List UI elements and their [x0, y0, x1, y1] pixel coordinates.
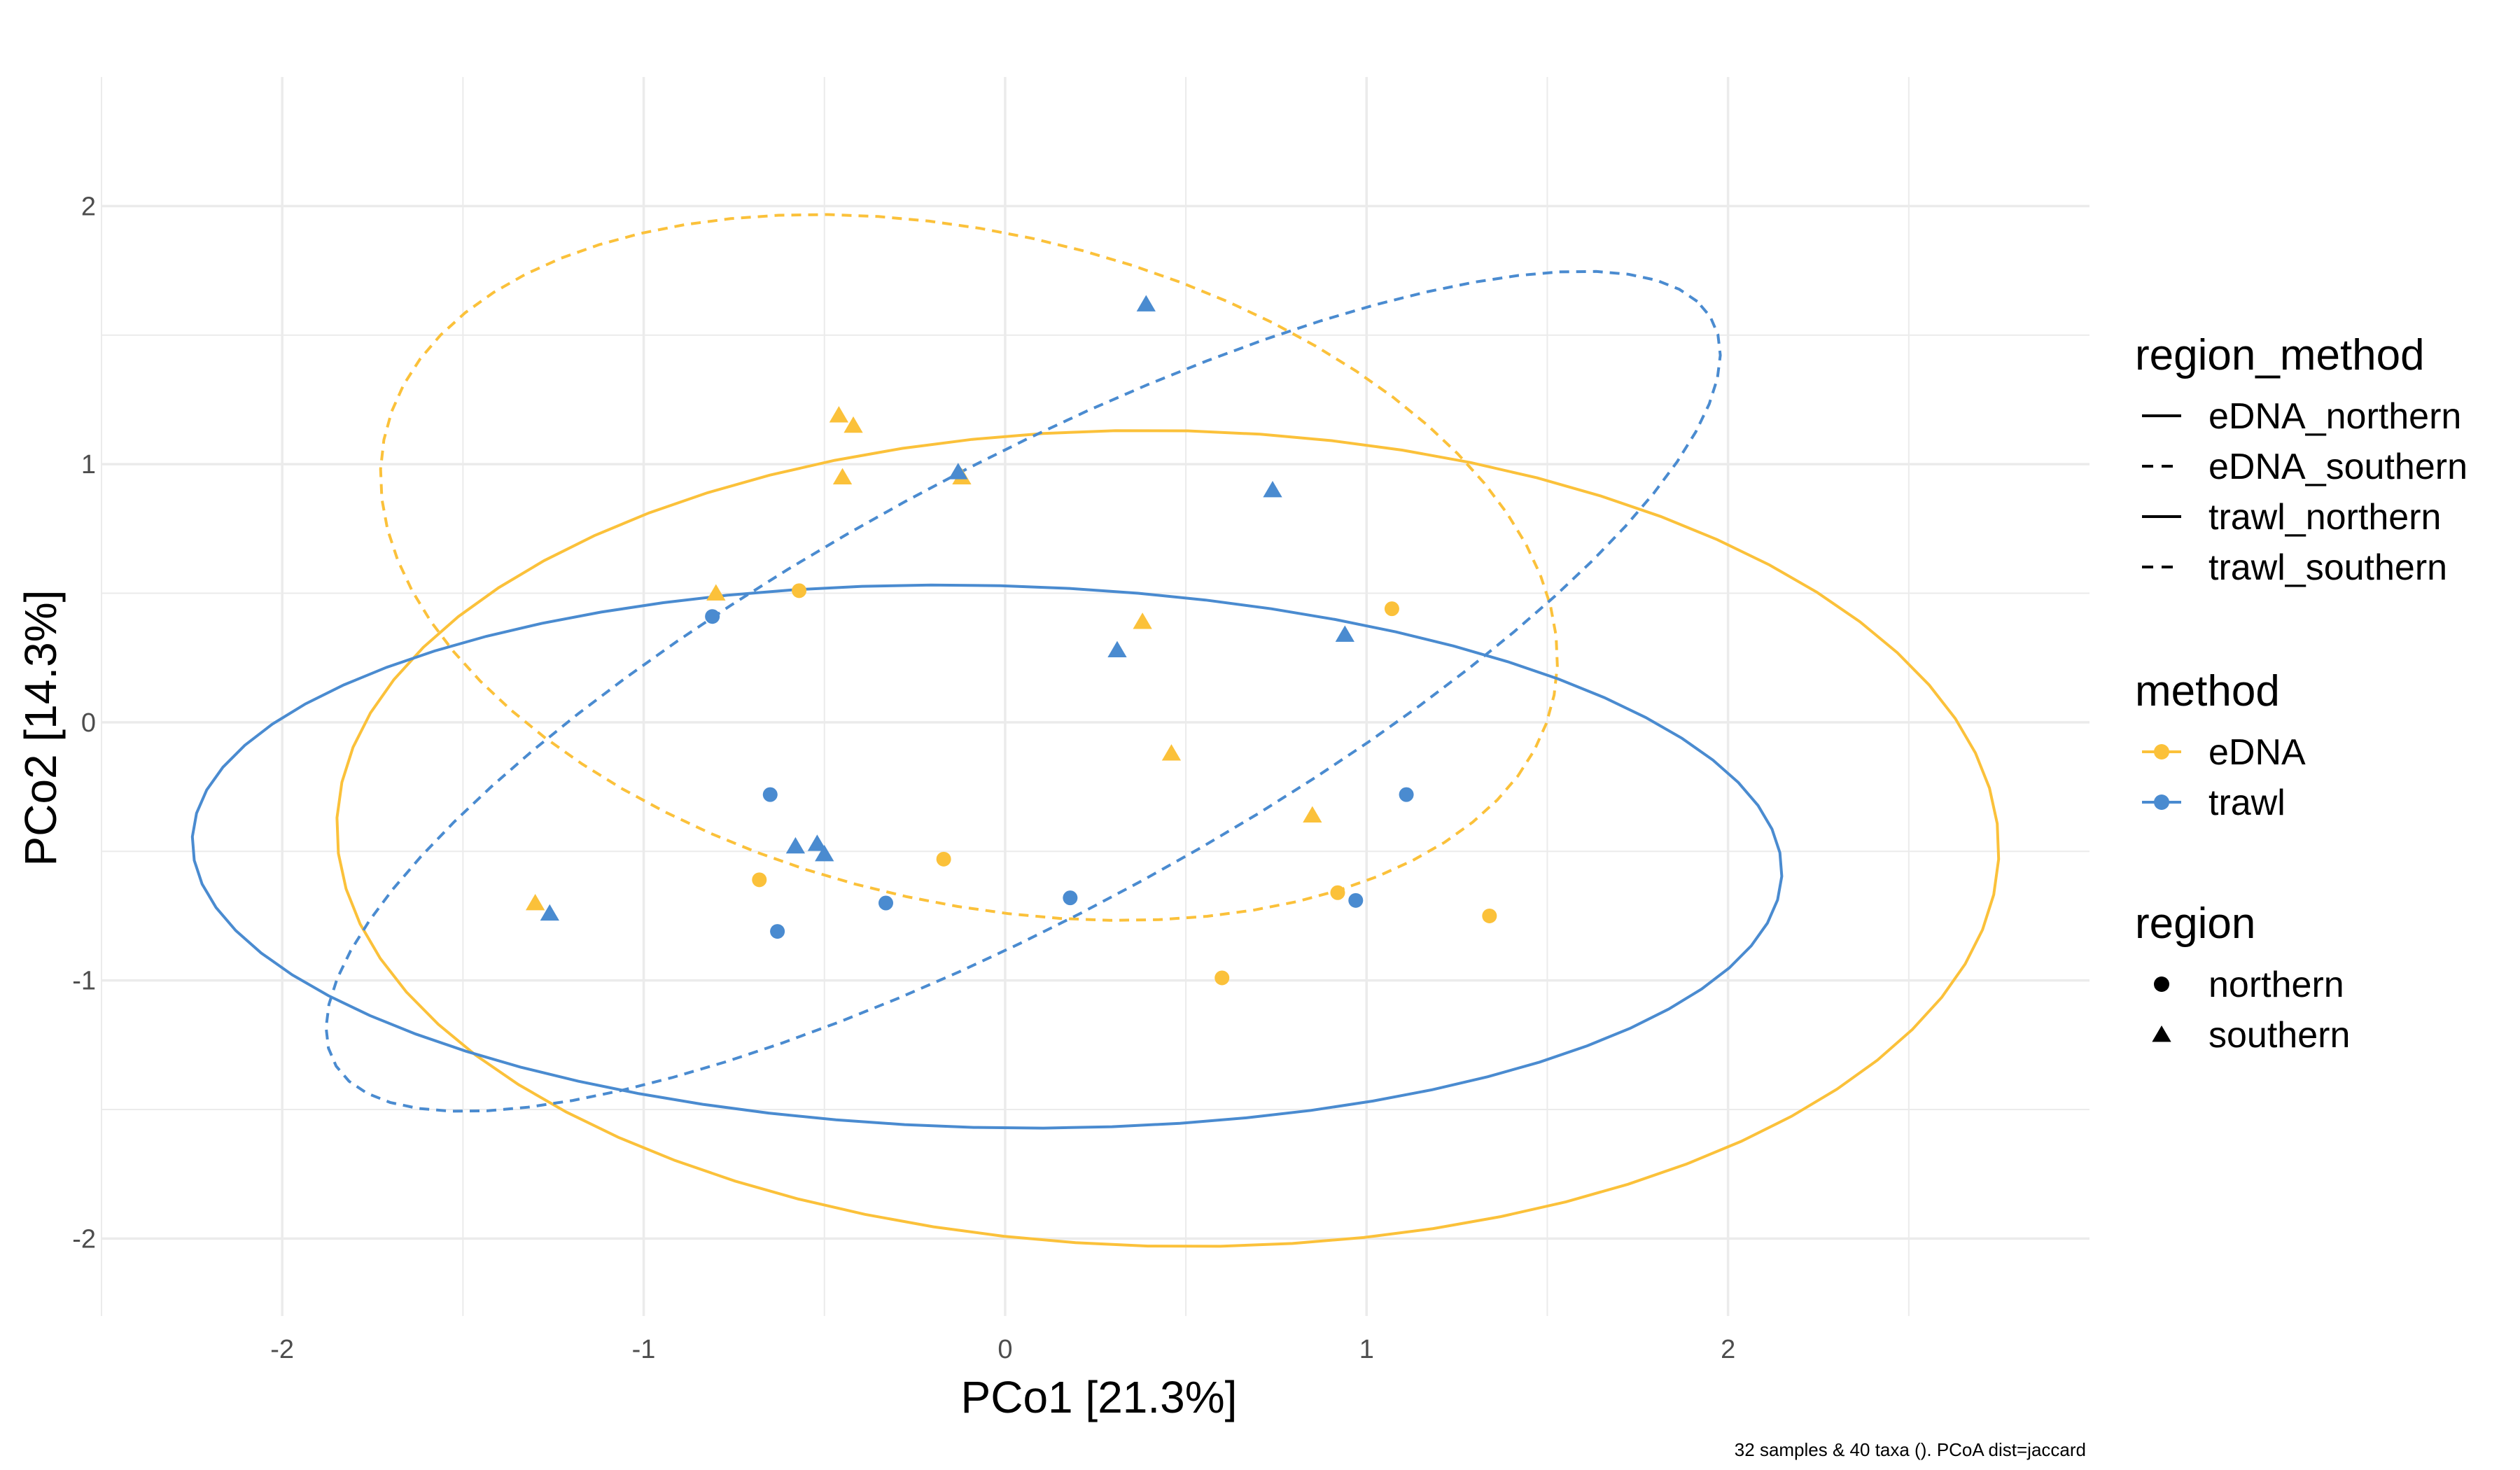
ellipse-trawl-northern	[190, 583, 1784, 1130]
y-tick-label: -2	[72, 1224, 96, 1254]
point-trawl-southern	[540, 904, 559, 921]
point-trawl-southern	[1107, 640, 1127, 658]
point-trawl-northern	[705, 609, 720, 624]
y-tick-label: 2	[81, 192, 96, 221]
point-trawl-southern	[1263, 481, 1282, 498]
legend-title-region: region	[2135, 899, 2255, 948]
confidence-ellipses	[190, 213, 2001, 1248]
point-eDNA-northern	[1214, 970, 1230, 986]
axis-ticks: -2 -1 0 1 2 -2 -1 0 1 2	[72, 192, 1735, 1364]
point-eDNA-southern	[1133, 612, 1152, 629]
point-eDNA-northern	[1482, 908, 1497, 923]
x-axis-title: PCo1 [21.3%]	[961, 1372, 1238, 1422]
x-tick-label: 1	[1359, 1335, 1374, 1364]
y-tick-label: -1	[72, 967, 96, 996]
point-trawl-northern	[1063, 890, 1078, 906]
y-tick-label: 0	[81, 708, 96, 738]
legend-key-northern	[2154, 976, 2169, 992]
legend: region_method eDNA_northern eDNA_southern…	[2135, 331, 2468, 1056]
point-eDNA-southern	[706, 584, 726, 601]
point-trawl-southern	[948, 463, 968, 479]
legend-label-trawl-northern: trawl_northern	[2208, 497, 2441, 538]
grid	[101, 77, 2090, 1316]
point-eDNA-northern	[1330, 885, 1345, 900]
point-eDNA-southern	[525, 894, 545, 911]
point-trawl-southern	[1335, 625, 1354, 642]
legend-title-region-method: region_method	[2135, 331, 2425, 379]
y-tick-label: 1	[81, 450, 96, 479]
point-trawl-southern	[1136, 295, 1156, 312]
legend-label-northern: northern	[2208, 965, 2344, 1005]
legend-label-eDNA: eDNA	[2208, 732, 2306, 773]
legend-method: method eDNA trawl	[2135, 667, 2306, 823]
x-tick-label: -2	[270, 1335, 294, 1364]
legend-label-trawl: trawl	[2208, 783, 2286, 823]
legend-label-southern: southern	[2208, 1015, 2350, 1056]
point-trawl-northern	[878, 895, 894, 911]
point-eDNA-southern	[832, 468, 853, 484]
point-trawl-southern	[785, 836, 806, 854]
point-eDNA-southern	[1303, 806, 1322, 823]
point-trawl-northern	[1399, 787, 1414, 802]
ellipse-eDNA-southern	[379, 213, 1559, 922]
point-eDNA-southern	[844, 416, 863, 433]
legend-region-method: region_method eDNA_northern eDNA_southern…	[2135, 331, 2468, 588]
x-tick-label: 0	[997, 1335, 1012, 1364]
point-eDNA-northern	[792, 583, 807, 598]
legend-label-eDNA-northern: eDNA_northern	[2208, 396, 2461, 437]
point-eDNA-southern	[1161, 744, 1182, 761]
point-eDNA-northern	[936, 851, 951, 867]
y-axis-title: PCo2 [14.3%]	[15, 590, 66, 867]
point-trawl-southern	[815, 844, 834, 862]
x-tick-label: 2	[1721, 1335, 1735, 1364]
legend-key-point-eDNA	[2154, 744, 2169, 760]
ellipse-trawl-southern	[324, 270, 1722, 1113]
point-trawl-southern	[807, 834, 827, 851]
legend-key-southern	[2152, 1026, 2171, 1042]
legend-title-method: method	[2135, 667, 2280, 715]
point-trawl-northern	[762, 787, 778, 802]
ellipse-eDNA-northern	[335, 429, 2001, 1248]
legend-label-trawl-southern: trawl_southern	[2208, 547, 2447, 588]
x-tick-label: -1	[632, 1335, 656, 1364]
sample-points	[525, 295, 1497, 986]
legend-region: region northern southern	[2135, 899, 2350, 1056]
point-eDNA-northern	[1384, 601, 1399, 617]
legend-key-point-trawl	[2154, 794, 2169, 810]
point-trawl-northern	[770, 924, 785, 939]
point-eDNA-southern	[829, 406, 849, 423]
caption: 32 samples & 40 taxa (). PCoA dist=jacca…	[1735, 1439, 2086, 1460]
point-eDNA-northern	[752, 872, 767, 888]
point-trawl-northern	[1348, 892, 1364, 908]
legend-label-eDNA-southern: eDNA_southern	[2208, 447, 2468, 487]
